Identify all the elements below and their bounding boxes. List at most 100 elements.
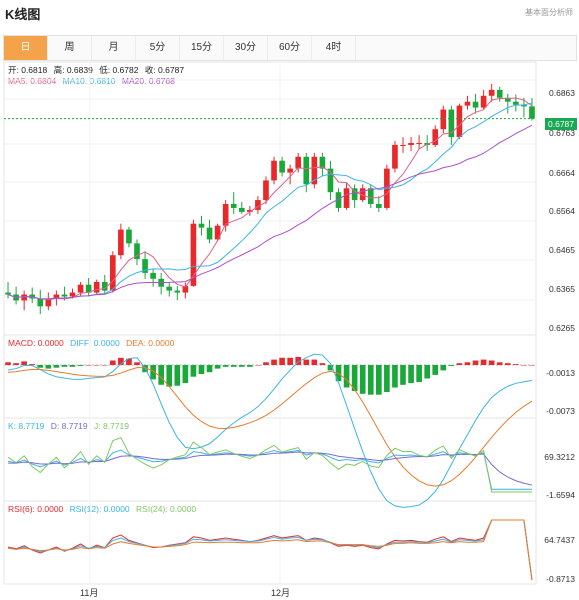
panel-frame-3 — [3, 500, 537, 585]
candle-body — [521, 104, 527, 107]
tab-4[interactable]: 15分 — [180, 36, 224, 60]
macd-tick-1: -0.0073 — [546, 406, 575, 416]
candle-body — [343, 188, 350, 208]
kdj-tick-1: -1.6594 — [546, 490, 575, 500]
x-tick-nov: 11月 — [80, 588, 99, 598]
candle-body — [109, 255, 116, 291]
candle-body — [392, 144, 398, 169]
macd-bar — [69, 365, 76, 367]
macd-bar — [174, 365, 181, 386]
x-tick-dec: 12月 — [271, 588, 291, 598]
candle-body — [166, 286, 173, 291]
j-line — [7, 436, 532, 493]
macd-bar — [255, 365, 261, 366]
kdj-info: K: 8.7719 D: 8.7719 J: 8.7719 — [8, 421, 133, 431]
candle-body — [53, 294, 60, 299]
candle-body — [319, 156, 326, 169]
macd-bar — [400, 365, 406, 385]
candle-body — [37, 298, 44, 307]
macd-bar — [247, 365, 253, 367]
candle-body — [440, 109, 447, 130]
candle-body — [480, 95, 487, 108]
macd-bar — [118, 357, 124, 365]
macd-bar — [182, 365, 189, 383]
macd-bar — [392, 365, 398, 388]
rsi12-value: RSI(12): 0.0000 — [69, 504, 130, 514]
diff-line — [7, 353, 533, 508]
macd-bar — [504, 363, 511, 365]
price-tick-4: 0.6465 — [549, 245, 575, 255]
candle-body — [5, 292, 11, 295]
candle-body — [77, 284, 84, 293]
macd-bar — [77, 365, 84, 366]
macd-bar — [238, 365, 245, 367]
candle-body — [134, 243, 140, 260]
macd-bar — [5, 362, 11, 365]
macd-bar — [13, 363, 19, 365]
candle-body — [230, 204, 237, 208]
macd-bar — [21, 361, 27, 365]
candle-body — [287, 168, 293, 173]
macd-bar — [214, 365, 221, 369]
macd-bar — [190, 365, 197, 377]
macd-bar — [488, 360, 495, 365]
macd-bar — [424, 365, 431, 379]
candle-body — [496, 89, 503, 98]
macd-bar — [480, 359, 487, 365]
price-tick-6: 0.6265 — [549, 323, 575, 333]
candle-body — [238, 207, 245, 212]
ma20-line — [7, 124, 533, 300]
macd-value: MACD: 0.0000 — [8, 338, 64, 348]
macd-bar — [384, 365, 390, 392]
tab-7[interactable]: 4时 — [312, 36, 356, 60]
candle-body — [279, 160, 285, 173]
tab-2[interactable]: 月 — [92, 36, 136, 60]
analyst-link[interactable]: 基本面分析师 — [525, 8, 573, 17]
rsi-tick-0: 64.7437 — [544, 535, 575, 545]
macd-bar — [464, 362, 471, 365]
candle-body — [182, 285, 189, 293]
macd-bar — [351, 365, 358, 392]
macd-bar — [45, 365, 52, 369]
tab-5[interactable]: 30分 — [224, 36, 268, 60]
tab-3[interactable]: 5分 — [136, 36, 180, 60]
candle-body — [335, 192, 342, 208]
macd-info: MACD: 0.0000 DIFF: 0.0000 DEA: 0.0000 — [8, 338, 178, 348]
price-info-row2: MA5: 0.6804 MA10: 0.6810 MA20: 0.6768 — [8, 76, 179, 86]
candle-body — [504, 97, 511, 102]
macd-bar — [440, 365, 447, 371]
d-value: D: 8.7719 — [50, 421, 88, 431]
macd-bar — [101, 365, 108, 366]
macd-bar — [521, 365, 527, 366]
macd-bar — [206, 365, 213, 373]
macd-bar — [408, 365, 414, 383]
rsi12-line — [7, 519, 533, 581]
candle-body — [488, 89, 495, 96]
tab-0[interactable]: 日 — [4, 36, 48, 60]
macd-bar — [53, 365, 60, 368]
candle-body — [206, 227, 213, 240]
candle-body — [375, 204, 382, 208]
tab-6[interactable]: 60分 — [268, 36, 312, 60]
j-value: J: 8.7719 — [94, 421, 129, 431]
candle-body — [271, 160, 277, 181]
candle-body — [69, 292, 76, 297]
d-line — [8, 451, 533, 486]
candle-body — [472, 101, 479, 108]
candle-body — [367, 188, 374, 205]
macd-bar — [37, 365, 44, 368]
low-value: 低: 0.6782 — [99, 65, 139, 75]
candle-body — [303, 156, 310, 185]
price-tick-0: 0.6863 — [549, 88, 575, 98]
panel-frame-2 — [3, 417, 537, 502]
candle-body — [456, 105, 463, 138]
tab-1[interactable]: 周 — [48, 36, 92, 60]
candle-body — [222, 204, 229, 226]
macd-bar — [198, 365, 205, 374]
rsi-info: RSI(6): 0.0000 RSI(12): 0.0000 RSI(24): … — [8, 504, 200, 514]
price-tick-2: 0.6664 — [549, 168, 575, 178]
macd-bar — [158, 365, 165, 385]
macd-bar — [416, 365, 422, 383]
panel-frame-0 — [3, 61, 537, 336]
